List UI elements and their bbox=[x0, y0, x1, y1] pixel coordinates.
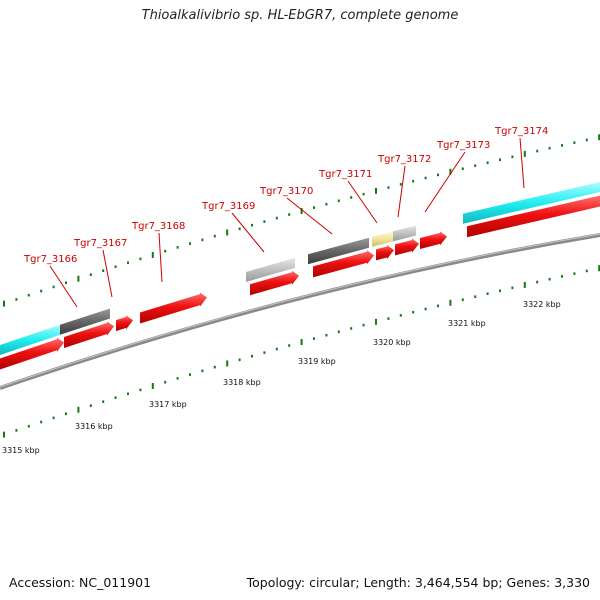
cds-arrow[interactable] bbox=[420, 231, 447, 249]
gene-label[interactable]: Tgr7_3170 bbox=[259, 186, 313, 197]
label-leader-lines bbox=[49, 137, 525, 308]
cds-arrow[interactable] bbox=[313, 250, 374, 278]
scale-label: 3316 kbp bbox=[75, 422, 113, 431]
gene-feature[interactable] bbox=[372, 231, 393, 247]
scale-ticks-inner bbox=[3, 265, 600, 438]
gene-label[interactable]: Tgr7_3168 bbox=[131, 221, 185, 232]
gene-label[interactable]: Tgr7_3173 bbox=[436, 140, 490, 151]
cds-arrow[interactable] bbox=[0, 337, 64, 370]
gene-feature[interactable] bbox=[393, 225, 416, 242]
cds-arrow[interactable] bbox=[250, 270, 299, 296]
label-leader-line bbox=[519, 137, 525, 189]
gene-label[interactable]: Tgr7_3167 bbox=[73, 238, 127, 249]
cds-arrow[interactable] bbox=[64, 321, 114, 348]
gene-label[interactable]: Tgr7_3171 bbox=[318, 169, 372, 180]
feature-track bbox=[0, 182, 600, 370]
gene-label[interactable]: Tgr7_3166 bbox=[23, 254, 77, 265]
rna-feature[interactable] bbox=[0, 324, 60, 355]
cds-arrow[interactable] bbox=[395, 238, 419, 256]
gene-feature[interactable] bbox=[308, 237, 369, 265]
label-leader-line bbox=[347, 180, 378, 224]
genome-backbone bbox=[0, 233, 600, 390]
cds-arrow[interactable] bbox=[116, 315, 133, 332]
genome-backbone-shine bbox=[0, 233, 600, 388]
scale-ticks-outer bbox=[3, 134, 600, 307]
scale-labels: 3315 kbp 3316 kbp 3317 kbp 3318 kbp 3319… bbox=[2, 300, 561, 455]
scale-label: 3318 kbp bbox=[223, 378, 261, 387]
cds-arrow[interactable] bbox=[467, 195, 600, 238]
gene-labels: Tgr7_3166 Tgr7_3167 Tgr7_3168 Tgr7_3169 … bbox=[23, 126, 548, 265]
gene-label[interactable]: Tgr7_3169 bbox=[201, 201, 255, 212]
scale-label: 3320 kbp bbox=[373, 338, 411, 347]
scale-label: 3321 kbp bbox=[448, 319, 486, 328]
label-leader-line bbox=[286, 197, 333, 235]
scale-label: 3319 kbp bbox=[298, 357, 336, 366]
label-leader-line bbox=[231, 212, 265, 253]
cds-arrow[interactable] bbox=[140, 292, 207, 324]
rna-feature[interactable] bbox=[463, 182, 600, 224]
scale-label: 3315 kbp bbox=[2, 446, 40, 455]
gene-feature[interactable] bbox=[246, 257, 295, 282]
scale-label: 3322 kbp bbox=[523, 300, 561, 309]
scale-label: 3317 kbp bbox=[149, 400, 187, 409]
gene-label[interactable]: Tgr7_3174 bbox=[494, 126, 548, 137]
topology-text: Topology: circular; Length: 3,464,554 bp… bbox=[246, 575, 590, 590]
gene-feature[interactable] bbox=[60, 308, 110, 335]
label-leader-line bbox=[102, 249, 113, 298]
label-leader-line bbox=[49, 265, 78, 308]
label-leader-line bbox=[397, 165, 406, 218]
label-leader-line bbox=[424, 151, 466, 213]
gene-label[interactable]: Tgr7_3172 bbox=[377, 154, 431, 165]
label-leader-line bbox=[158, 232, 163, 283]
page-title: Thioalkalivibrio sp. HL-EbGR7, complete … bbox=[141, 8, 459, 23]
cds-arrow[interactable] bbox=[376, 244, 394, 261]
accession-text: Accession: NC_011901 bbox=[9, 575, 152, 590]
